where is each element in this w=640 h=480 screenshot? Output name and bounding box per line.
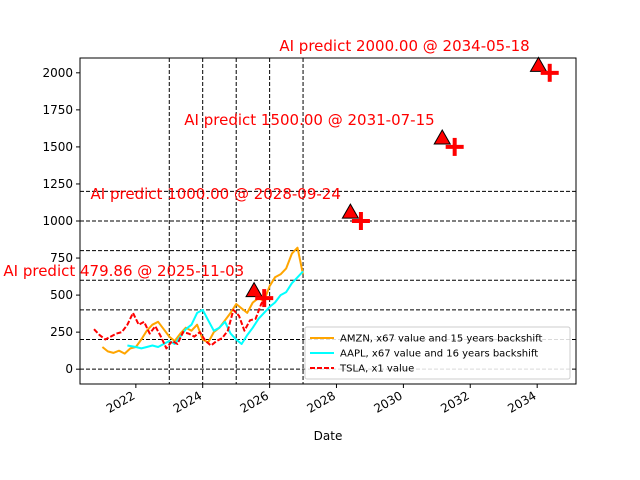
prediction-annotation-1: AI predict 1000.00 @ 2028-09-24 [91,185,341,203]
y-tick-label: 250 [50,325,73,339]
y-axis: 0 250 500 750 1000 1250 1500 1750 2000 [42,66,80,376]
prediction-triangle-marker-3 [529,56,548,72]
prediction-annotation-2: AI predict 1500.00 @ 2031-07-15 [184,111,434,129]
series-layer [93,246,304,355]
legend-box [304,326,571,380]
legend-label-0: AMZN, x67 value and 15 years backshift [340,334,543,345]
prediction-markers [245,56,559,308]
prediction-triangle-marker-1 [341,203,360,219]
y-tick-label: 500 [50,288,73,302]
y-tick-label: 1750 [42,103,73,117]
legend: AMZN, x67 value and 15 years backshift AA… [304,326,571,380]
prediction-triangle-marker-2 [433,129,452,145]
legend-label-2: TSLA, x1 value [339,364,414,375]
y-tick-label: 1000 [42,214,73,228]
y-tick-label: 1500 [42,140,73,154]
prediction-annotations: AI predict 479.86 @ 2025-11-03 AI predict… [3,37,529,280]
legend-label-1: AAPL, x67 value and 16 years backshift [340,349,538,360]
prediction-annotation-0: AI predict 479.86 @ 2025-11-03 [3,262,244,280]
prediction-triangle-marker-0 [245,281,263,298]
y-tick-label: 750 [50,251,73,265]
series-line-2 [93,297,266,350]
y-tick-label: 1250 [42,177,73,191]
x-axis-title: Date [314,429,343,443]
y-tick-label: 0 [65,362,73,376]
y-tick-label: 2000 [42,66,73,80]
series-line-1 [127,270,304,350]
prediction-annotation-3: AI predict 2000.00 @ 2034-05-18 [279,37,529,55]
